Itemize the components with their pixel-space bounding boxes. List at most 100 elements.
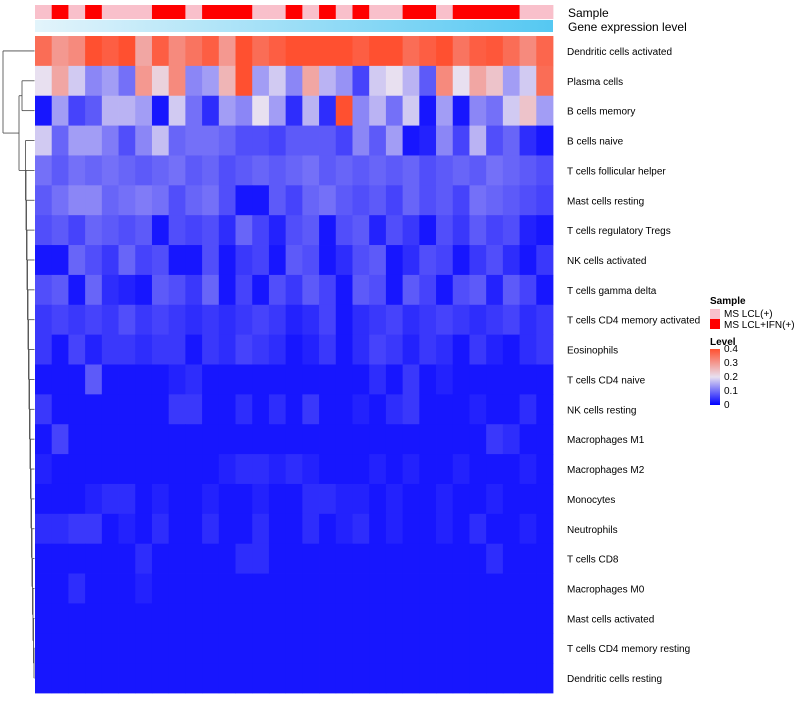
- heatmap-cell: [101, 155, 119, 186]
- heatmap-cell: [185, 454, 203, 485]
- heatmap-cell: [402, 633, 420, 664]
- heatmap-cell: [285, 95, 303, 126]
- row-label: T cells CD4 memory resting: [567, 644, 690, 655]
- heatmap-cell: [385, 215, 404, 246]
- heatmap-cell: [135, 274, 153, 306]
- heatmap-cell: [369, 543, 387, 574]
- heatmap-cell: [268, 155, 287, 186]
- heatmap-cell: [452, 215, 470, 246]
- heatmap-cell: [252, 364, 270, 395]
- heatmap-cell: [185, 245, 203, 276]
- heatmap-cell: [519, 573, 537, 604]
- heatmap-cell: [335, 394, 353, 425]
- heatmap-cell: [235, 155, 253, 186]
- heatmap-cell: [385, 483, 404, 515]
- heatmap-cell: [85, 513, 103, 545]
- heatmap-cell: [519, 543, 537, 574]
- heatmap-cell: [85, 185, 103, 216]
- heatmap-cell: [502, 155, 520, 186]
- heatmap-cell: [486, 125, 504, 156]
- heatmap-cell: [319, 603, 337, 634]
- heatmap-cell: [285, 155, 303, 186]
- heatmap-cell: [218, 155, 236, 186]
- heatmap-cell: [68, 513, 86, 545]
- heatmap-cell: [519, 95, 537, 126]
- heatmap-cell: [35, 633, 53, 664]
- heatmap-cell: [68, 483, 86, 515]
- heatmap-cell: [135, 364, 153, 395]
- heatmap-cell: [202, 334, 220, 365]
- sample-annotation-cell: [319, 5, 337, 19]
- heatmap-cell: [302, 454, 320, 485]
- heatmap-cell: [302, 513, 320, 545]
- heatmap-cell: [452, 304, 470, 336]
- heatmap-cell: [118, 543, 136, 574]
- heatmap-cell: [536, 274, 554, 306]
- heatmap-cell: [185, 215, 203, 246]
- heatmap-cell: [51, 334, 69, 365]
- heatmap-cell: [302, 185, 320, 216]
- heatmap-cell: [502, 573, 520, 604]
- heatmap-cell: [369, 663, 387, 694]
- heatmap-cell: [235, 274, 253, 306]
- heatmap-cell: [68, 215, 86, 246]
- heatmap-cell: [352, 543, 370, 574]
- heatmap-cell: [218, 513, 236, 545]
- heatmap-cell: [502, 424, 520, 455]
- heatmap-cell: [402, 36, 420, 67]
- heatmap-cell: [118, 65, 136, 97]
- sample-annotation-cell: [51, 5, 69, 19]
- heatmap-cell: [101, 454, 119, 485]
- heatmap-cell: [252, 424, 270, 455]
- heatmap-cell: [419, 483, 437, 515]
- heatmap-cell: [135, 483, 153, 515]
- heatmap-cell: [436, 424, 454, 455]
- heatmap-cell: [436, 364, 454, 395]
- heatmap-cell: [101, 633, 119, 664]
- legend-level-tick: 0.1: [724, 386, 738, 397]
- heatmap-cell: [302, 483, 320, 515]
- heatmap-cell: [469, 185, 487, 216]
- heatmap-cell: [486, 513, 504, 545]
- heatmap-cell: [369, 513, 387, 545]
- heatmap-cell: [151, 663, 170, 694]
- sample-annotation-cell: [402, 5, 420, 19]
- sample-annotation-cell: [151, 5, 170, 19]
- heatmap-cell: [35, 424, 53, 455]
- row-label: NK cells activated: [567, 256, 646, 267]
- heatmap-cell: [151, 245, 170, 276]
- heatmap-cell: [218, 304, 236, 336]
- heatmap-cell: [352, 394, 370, 425]
- heatmap-cell: [202, 543, 220, 574]
- heatmap-cell: [402, 95, 420, 126]
- row-label: Plasma cells: [567, 77, 623, 88]
- sample-annotation-cell: [436, 5, 454, 19]
- heatmap-cell: [252, 274, 270, 306]
- heatmap-cell: [268, 633, 287, 664]
- sample-annotation-cell: [68, 5, 86, 19]
- heatmap-cell: [68, 65, 86, 97]
- heatmap-cell: [536, 573, 554, 604]
- heatmap-cell: [68, 633, 86, 664]
- heatmap-cell: [168, 513, 186, 545]
- heatmap-cell: [101, 215, 119, 246]
- heatmap-cell: [118, 334, 136, 365]
- heatmap-cell: [469, 36, 487, 67]
- heatmap-cell: [385, 155, 404, 186]
- heatmap-cell: [118, 125, 136, 156]
- heatmap-cell: [335, 543, 353, 574]
- heatmap-cell: [285, 394, 303, 425]
- heatmap-cell: [35, 663, 53, 694]
- heatmap-cell: [68, 95, 86, 126]
- heatmap-cell: [218, 483, 236, 515]
- sample-annotation-cell: [536, 5, 554, 19]
- heatmap-cell: [118, 663, 136, 694]
- sample-annotation-cell: [235, 5, 253, 19]
- heatmap-cell: [352, 603, 370, 634]
- heatmap-cell: [202, 95, 220, 126]
- heatmap-cell: [51, 155, 69, 186]
- heatmap-cell: [68, 155, 86, 186]
- heatmap-cell: [168, 603, 186, 634]
- heatmap-cell: [135, 454, 153, 485]
- heatmap-cell: [369, 424, 387, 455]
